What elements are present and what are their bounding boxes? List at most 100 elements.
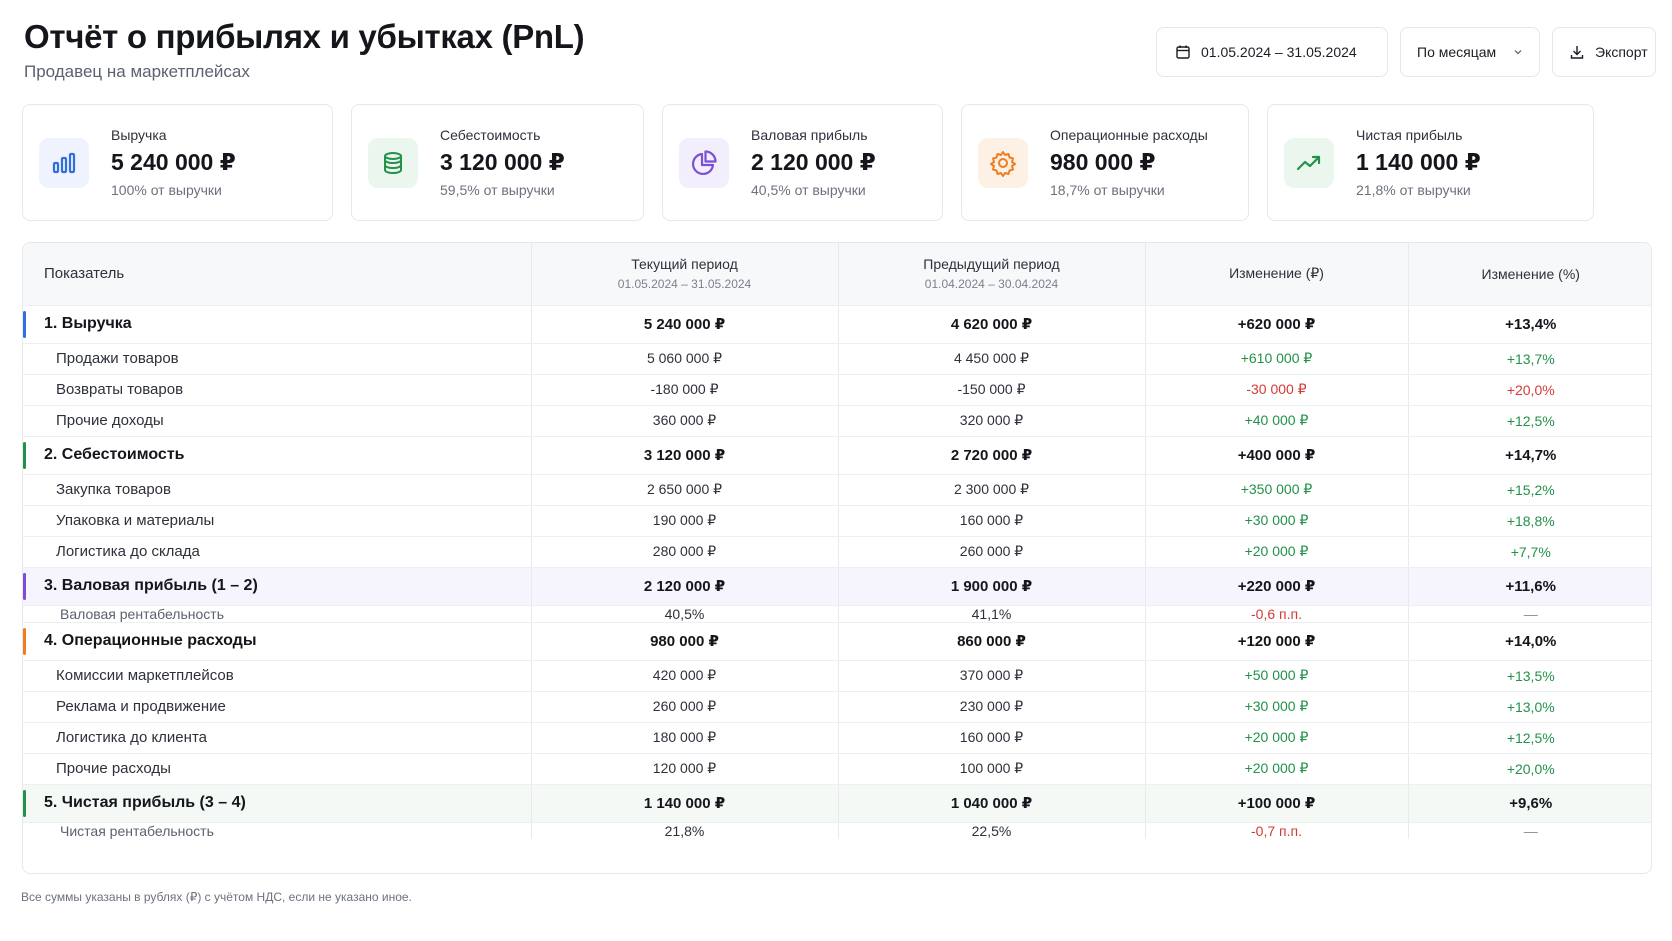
coins-icon bbox=[384, 151, 402, 174]
cell-change-abs: +50 000 ₽ bbox=[1145, 660, 1409, 692]
table-row: Логистика до клиента 180 000 ₽160 000 ₽ +2… bbox=[23, 722, 1651, 754]
trend-up-icon bbox=[1296, 155, 1321, 170]
table-row: Логистика до склада 280 000 ₽260 000 ₽ +20… bbox=[23, 536, 1651, 568]
cell-current: 120 000 ₽ bbox=[531, 753, 839, 785]
table-row: Возвраты товаров -180 000 ₽ -150 000 ₽ -30 … bbox=[23, 374, 1651, 406]
kpi-card-icon-box bbox=[1284, 137, 1334, 188]
cell-previous: 2 300 000 ₽ bbox=[838, 474, 1146, 506]
date-range-label: 01.05.2024 – 31.05.2024 bbox=[1201, 44, 1357, 60]
cell-change-abs: -30 000 ₽ bbox=[1145, 374, 1409, 406]
cell-indicator: Логистика до склада bbox=[23, 536, 532, 568]
col-header-previous-title: Предыдущий период bbox=[923, 256, 1060, 273]
cell-previous: 1 900 000 ₽ bbox=[838, 567, 1146, 606]
kpi-cards: Выручка 5 240 000 ₽ 100% от выручки Себе… bbox=[22, 104, 1594, 221]
cell-indicator: Возвраты товаров bbox=[23, 374, 532, 406]
table-row: Чистая рентабельность 21,8% 22,5% -0,7 п.п.… bbox=[23, 822, 1651, 839]
cell-change-pct: +7,7% bbox=[1408, 536, 1651, 568]
cell-previous: -150 000 ₽ bbox=[838, 374, 1146, 406]
table-group-row: 4. Операционные расходы 980 000 ₽860 000 … bbox=[23, 622, 1651, 661]
period-select-label: По месяцам bbox=[1417, 44, 1497, 60]
export-button[interactable]: Экспорт bbox=[1552, 27, 1656, 77]
cell-current: 5 240 000 ₽ bbox=[531, 305, 839, 344]
cell-change-abs: +100 000 ₽ bbox=[1145, 784, 1409, 823]
cell-current: 360 000 ₽ bbox=[531, 405, 839, 437]
cell-indicator: Упаковка и материалы bbox=[23, 505, 532, 537]
cell-change-abs: +20 000 ₽ bbox=[1145, 722, 1409, 754]
table-row: Прочие доходы 360 000 ₽320 000 ₽ +40 000 ₽… bbox=[23, 405, 1651, 437]
table-body: 1. Выручка 5 240 000 ₽4 620 000 ₽ +620 000… bbox=[23, 305, 1651, 839]
cell-indicator: Прочие доходы bbox=[23, 405, 532, 437]
col-header-change-abs: Изменение (₽) bbox=[1145, 243, 1409, 306]
table-group-row: 5. Чистая прибыль (3 – 4) 1 140 000 ₽1 04… bbox=[23, 784, 1651, 823]
cell-change-abs: +220 000 ₽ bbox=[1145, 567, 1409, 606]
bar-chart-icon bbox=[52, 152, 76, 173]
col-header-current-range: 01.05.2024 – 31.05.2024 bbox=[617, 277, 752, 292]
col-header-change-pct: Изменение (%) bbox=[1408, 243, 1651, 306]
kpi-value: 3 120 000 ₽ bbox=[440, 149, 565, 175]
cell-previous: 22,5% bbox=[838, 822, 1146, 839]
cell-change-abs: +20 000 ₽ bbox=[1145, 536, 1409, 568]
table-row: Комиссии маркетплейсов 420 000 ₽370 000 ₽… bbox=[23, 660, 1651, 692]
cell-indicator: Реклама и продвижение bbox=[23, 691, 532, 723]
cell-current: 980 000 ₽ bbox=[531, 622, 839, 661]
cell-previous: 160 000 ₽ bbox=[838, 505, 1146, 537]
cell-change-abs: +30 000 ₽ bbox=[1145, 691, 1409, 723]
kpi-card-gross-profit: Валовая прибыль 2 120 000 ₽ 40,5% от выр… bbox=[662, 104, 943, 221]
cell-change-pct: +12,5% bbox=[1408, 405, 1651, 437]
cell-current: 2 120 000 ₽ bbox=[531, 567, 839, 606]
cell-previous: 260 000 ₽ bbox=[838, 536, 1146, 568]
period-select[interactable]: По месяцам bbox=[1400, 27, 1540, 77]
cell-current: -180 000 ₽ bbox=[531, 374, 839, 406]
cell-change-abs: +610 000 ₽ bbox=[1145, 343, 1409, 375]
col-header-indicator: Показатель bbox=[23, 243, 532, 306]
kpi-value: 5 240 000 ₽ bbox=[111, 149, 236, 175]
cell-indicator: Комиссии маркетплейсов bbox=[23, 660, 532, 692]
cell-indicator: Закупка товаров bbox=[23, 474, 532, 506]
cell-change-abs: +400 000 ₽ bbox=[1145, 436, 1409, 475]
kpi-value: 2 120 000 ₽ bbox=[751, 149, 876, 175]
cell-indicator: Логистика до клиента bbox=[23, 722, 532, 754]
cell-previous: 230 000 ₽ bbox=[838, 691, 1146, 723]
kpi-card-icon-box bbox=[39, 137, 89, 188]
cell-change-pct: +20,0% bbox=[1408, 374, 1651, 406]
table-group-row: 3. Валовая прибыль (1 – 2) 2 120 000 ₽1 9… bbox=[23, 567, 1651, 606]
date-range-button[interactable]: 01.05.2024 – 31.05.2024 bbox=[1156, 27, 1388, 77]
cell-change-pct: +20,0% bbox=[1408, 753, 1651, 785]
cell-current: 5 060 000 ₽ bbox=[531, 343, 839, 375]
kpi-label: Валовая прибыль bbox=[751, 127, 868, 143]
col-header-current: Текущий период 01.05.2024 – 31.05.2024 bbox=[531, 243, 839, 306]
page-title: Отчёт о прибылях и убытках (PnL) bbox=[24, 18, 585, 55]
col-header-previous: Предыдущий период 01.04.2024 – 30.04.202… bbox=[838, 243, 1146, 306]
pie-chart-icon bbox=[691, 149, 717, 175]
table-row: Закупка товаров 2 650 000 ₽2 300 000 ₽ +35… bbox=[23, 474, 1651, 506]
cell-change-pct: +13,5% bbox=[1408, 660, 1651, 692]
gear-icon bbox=[990, 150, 1016, 177]
cell-change-abs: -0,7 п.п. bbox=[1145, 822, 1409, 839]
cell-current: 260 000 ₽ bbox=[531, 691, 839, 723]
cell-current: 21,8% bbox=[531, 822, 839, 839]
cell-indicator: 1. Выручка bbox=[23, 305, 532, 344]
col-header-previous-range: 01.04.2024 – 30.04.2024 bbox=[924, 277, 1059, 292]
cell-previous: 41,1% bbox=[838, 605, 1146, 623]
cell-change-pct: +11,6% bbox=[1408, 567, 1651, 606]
kpi-share: 18,7% от выручки bbox=[1050, 182, 1165, 198]
kpi-share: 40,5% от выручки bbox=[751, 182, 866, 198]
cell-current: 1 140 000 ₽ bbox=[531, 784, 839, 823]
cell-previous: 1 040 000 ₽ bbox=[838, 784, 1146, 823]
cell-change-pct: +13,4% bbox=[1408, 305, 1651, 344]
cell-change-pct: +14,7% bbox=[1408, 436, 1651, 475]
cell-current: 3 120 000 ₽ bbox=[531, 436, 839, 475]
cell-indicator: 5. Чистая прибыль (3 – 4) bbox=[23, 784, 532, 823]
cell-current: 2 650 000 ₽ bbox=[531, 474, 839, 506]
pnl-table-wrapper: Показатель Текущий период 01.05.2024 – 3… bbox=[22, 242, 1652, 874]
calendar-icon bbox=[1176, 45, 1190, 59]
table-row: Продажи товаров 5 060 000 ₽4 450 000 ₽ +61… bbox=[23, 343, 1651, 375]
cell-indicator: Прочие расходы bbox=[23, 753, 532, 785]
cell-previous: 4 450 000 ₽ bbox=[838, 343, 1146, 375]
kpi-card-cost: Себестоимость 3 120 000 ₽ 59,5% от выруч… bbox=[351, 104, 644, 221]
cell-previous: 160 000 ₽ bbox=[838, 722, 1146, 754]
cell-previous: 860 000 ₽ bbox=[838, 622, 1146, 661]
cell-change-abs: +30 000 ₽ bbox=[1145, 505, 1409, 537]
chevron-down-icon bbox=[1514, 50, 1522, 55]
